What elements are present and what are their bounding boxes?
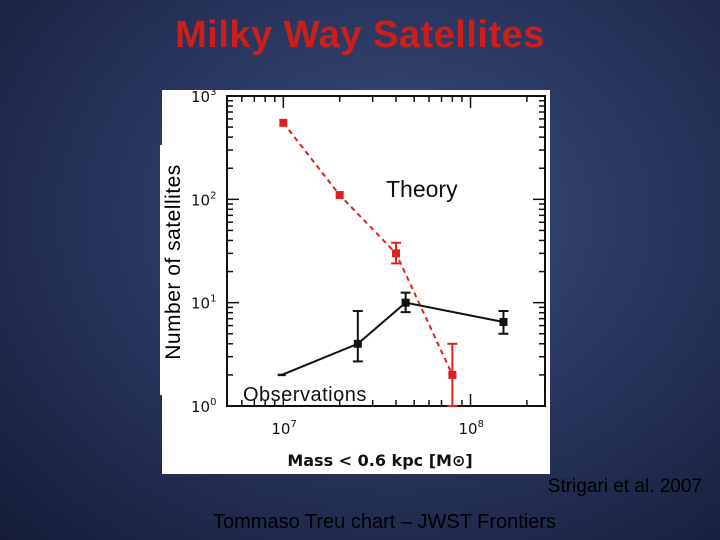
theory-point [448,370,457,379]
satellite-count-chart: 100 101 102 103 107 108 Mass < 0.6 kpc [M⊙] [191,90,546,470]
theory-annotation: Theory [386,176,458,202]
y-tick-label: 102 [191,190,216,209]
theory-point [392,249,401,258]
x-axis-label: Mass < 0.6 kpc [M⊙] [287,451,472,470]
slide-title: Milky Way Satellites [175,14,545,56]
observations-annotation: Observations [243,384,367,406]
observations-point [353,339,362,348]
y-tick-label: 101 [191,294,216,313]
theory-point [335,191,344,200]
theory-point [279,118,288,127]
observations-point [401,298,410,307]
observations-point [499,317,508,326]
y-tick-label: 103 [191,90,216,106]
y-axis-label-box [160,145,188,395]
y-axis-label: Number of satellites [162,164,185,360]
observations-line [281,301,504,376]
plot-frame [226,95,546,407]
x-tick-label: 108 [459,419,484,438]
slide-footer: Tommaso Treu chart – JWST Frontiers [213,511,557,533]
x-tick-label: 107 [271,419,296,438]
y-tick-label: 100 [191,397,216,416]
citation-credit: Strigari et al. 2007 [547,476,702,497]
theory-line [282,122,454,376]
